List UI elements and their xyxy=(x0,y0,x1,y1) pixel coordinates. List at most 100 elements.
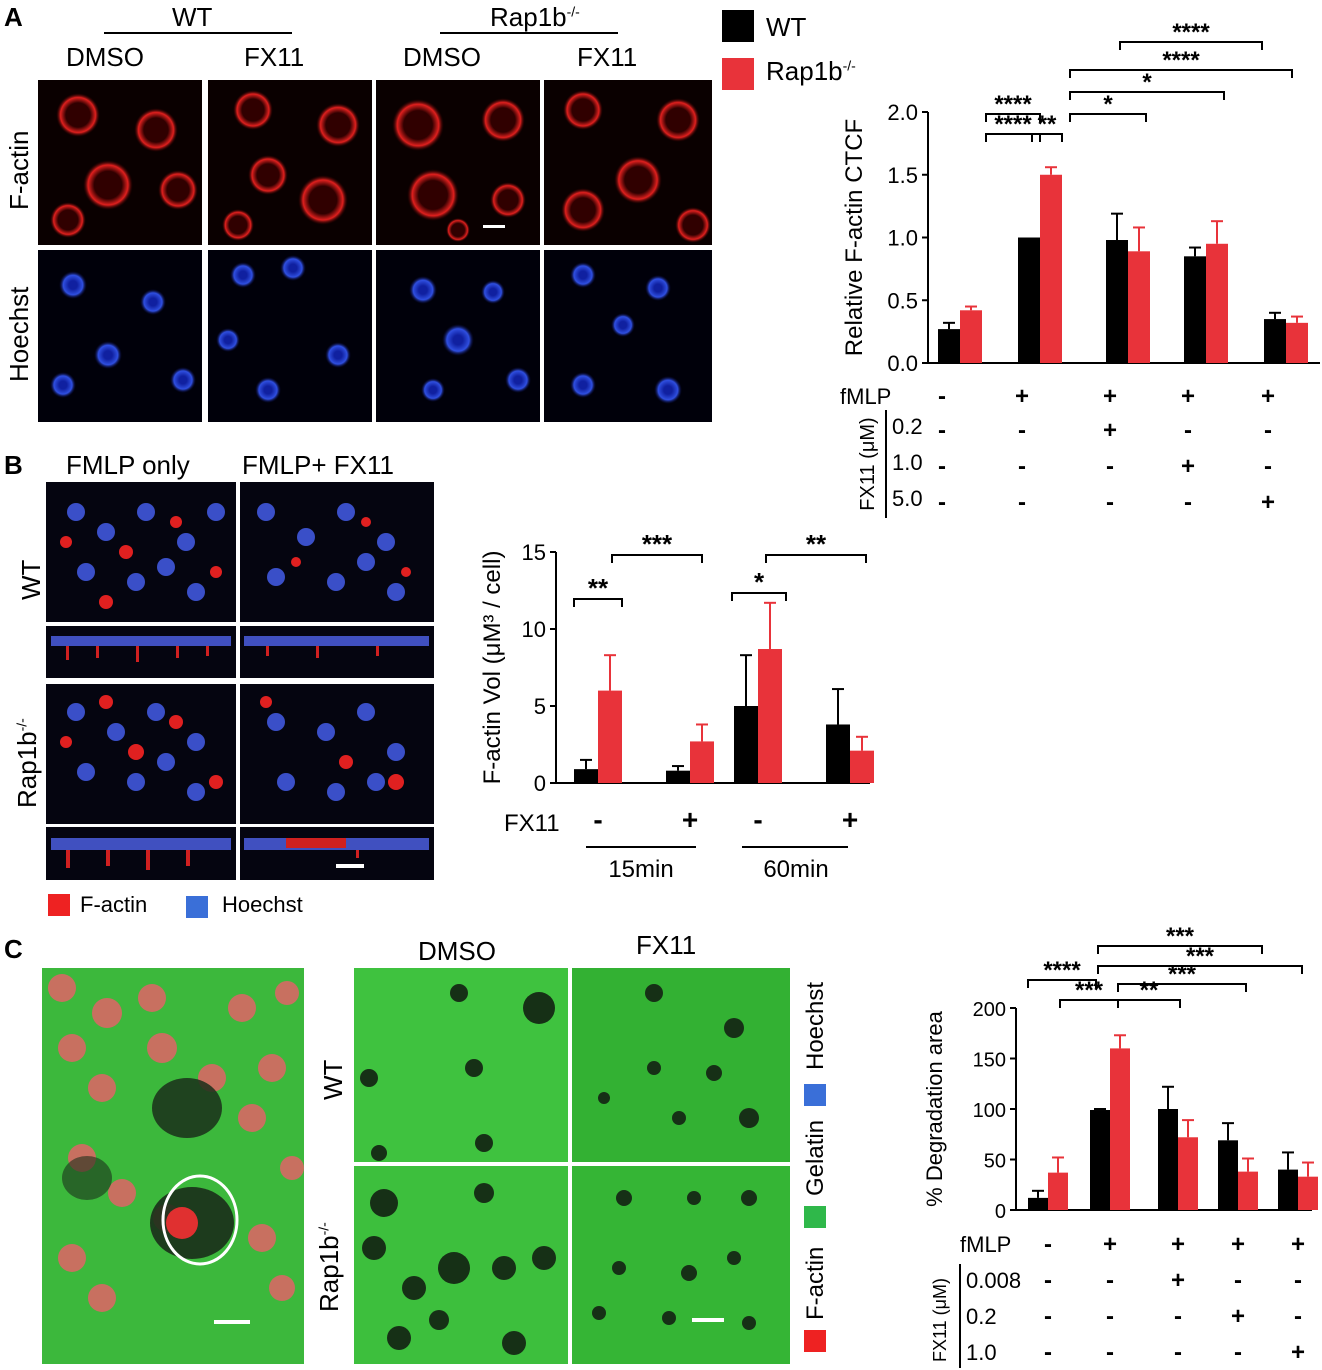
bar xyxy=(574,769,598,783)
fx11-mark-b: + xyxy=(842,804,858,835)
row-hoechst-label: Hoechst xyxy=(4,286,34,382)
fx11-mark: - xyxy=(1264,417,1272,444)
y-axis-label: F-actin Vol (μM³ / cell) xyxy=(479,551,506,785)
significance-bracket xyxy=(1031,133,1063,142)
significance-bracket xyxy=(765,554,867,563)
fx11-mark-c: - xyxy=(1174,1303,1182,1330)
bar xyxy=(734,706,758,783)
legend-wt-label: WT xyxy=(766,12,807,42)
bar xyxy=(938,329,960,363)
group-wt-line xyxy=(104,32,292,34)
legend-b-factin-swatch xyxy=(48,894,70,916)
bar xyxy=(1040,174,1062,363)
fx11-mark-c: - xyxy=(1044,1267,1052,1294)
significance-bracket xyxy=(1117,999,1181,1008)
bar xyxy=(960,310,982,363)
fx11-mark: - xyxy=(1264,453,1272,480)
significance-bracket xyxy=(1027,979,1097,988)
panel-c-label: C xyxy=(4,934,23,964)
fx11-dose-c: 1.0 xyxy=(966,1340,997,1365)
fx11-mark-b: - xyxy=(753,804,762,835)
significance-label: ** xyxy=(806,529,827,559)
bar xyxy=(1264,319,1286,363)
fx11-mark: - xyxy=(1106,453,1114,480)
fx11-mark-b: - xyxy=(593,804,602,835)
significance-bracket xyxy=(1069,91,1225,100)
bar xyxy=(1090,1110,1110,1210)
fx11-mark-c: - xyxy=(1044,1303,1052,1330)
significance-label: *** xyxy=(1186,943,1215,970)
fx11-mark: - xyxy=(1184,417,1192,444)
fx11-mark: - xyxy=(1106,489,1114,516)
bar xyxy=(1286,322,1308,363)
fx11-mark: - xyxy=(938,453,946,480)
fx11-mark: - xyxy=(1018,489,1026,516)
col-fmlp-fx11: FMLP+ FX11 xyxy=(242,450,394,480)
significance-label: ** xyxy=(1038,111,1057,138)
significance-bracket xyxy=(985,113,1041,122)
group-label-60: 60min xyxy=(763,856,828,883)
col-dmso-wt: DMSO xyxy=(66,42,144,72)
group-rap-label: Rap1b-/- xyxy=(490,2,580,32)
fx11-mark-c: - xyxy=(1174,1339,1182,1366)
fx11-mark: - xyxy=(1018,453,1026,480)
fx11-mark-c: - xyxy=(1106,1303,1114,1330)
significance-bracket xyxy=(985,133,1041,142)
fmlp-label: fMLP xyxy=(840,384,891,409)
col-dmso-c: DMSO xyxy=(418,936,496,966)
y-tick-label: 0.5 xyxy=(887,288,918,313)
bar xyxy=(826,724,850,783)
legend-wt-swatch xyxy=(722,10,754,42)
bar xyxy=(1048,1172,1068,1210)
fx11-mark: + xyxy=(1103,417,1117,444)
significance-label: ** xyxy=(1140,977,1159,1004)
significance-label: *** xyxy=(1168,961,1197,988)
significance-bracket xyxy=(1069,69,1293,78)
fx11-mark-c: - xyxy=(1294,1303,1302,1330)
fx11-mark-b: + xyxy=(682,804,698,835)
significance-label: **** xyxy=(1043,957,1081,984)
fx11-dose-c: 0.008 xyxy=(966,1268,1021,1293)
group-label-15: 15min xyxy=(608,856,673,883)
significance-bracket xyxy=(573,598,623,607)
significance-label: * xyxy=(1103,91,1113,118)
y-axis-label: % Degradation area xyxy=(922,1010,947,1206)
fx11-mark: + xyxy=(1181,453,1195,480)
fx11-mark: - xyxy=(938,417,946,444)
panel-c-degradation-micrographs xyxy=(354,968,790,1364)
significance-label: ** xyxy=(588,573,609,603)
fx11-mark-c: + xyxy=(1231,1303,1245,1330)
col-fx11-c: FX11 xyxy=(636,930,697,960)
y-tick-label: 0.0 xyxy=(887,351,918,376)
row-factin-label: F-actin xyxy=(4,130,34,210)
y-tick-label: 2.0 xyxy=(887,100,918,125)
y-tick-label: 15 xyxy=(522,540,546,565)
significance-label: * xyxy=(754,567,765,597)
row-wt-label-b: WT xyxy=(16,559,46,600)
y-tick-label: 1.0 xyxy=(887,226,918,251)
fmlp-mark: + xyxy=(1103,383,1117,410)
panel-c-overview-micrograph xyxy=(42,968,304,1364)
panel-a-micrographs xyxy=(38,80,712,422)
fmlp-mark-c: - xyxy=(1044,1231,1052,1258)
fmlp-label-c: fMLP xyxy=(960,1232,1011,1257)
fx11-mark: - xyxy=(1018,417,1026,444)
fx11-mark-c: - xyxy=(1106,1267,1114,1294)
significance-bracket xyxy=(1117,983,1247,992)
legend-c-factin-label: F-actin xyxy=(802,1246,829,1320)
legend-c-gelatin-swatch xyxy=(804,1206,826,1228)
bar xyxy=(1238,1171,1258,1210)
significance-bracket xyxy=(1097,945,1263,954)
fx11-dose: 0.2 xyxy=(892,414,923,439)
bar xyxy=(1158,1109,1178,1210)
y-tick-label: 150 xyxy=(973,1050,1006,1072)
significance-label: **** xyxy=(1162,47,1200,74)
fx11-mark-c: - xyxy=(1234,1267,1242,1294)
row-wt-label-c: WT xyxy=(318,1059,348,1100)
col-fx11-rap: FX11 xyxy=(577,42,638,72)
fmlp-mark-c: + xyxy=(1171,1231,1185,1258)
fx11-dose: 5.0 xyxy=(892,486,923,511)
fx11-mark-c: - xyxy=(1294,1267,1302,1294)
